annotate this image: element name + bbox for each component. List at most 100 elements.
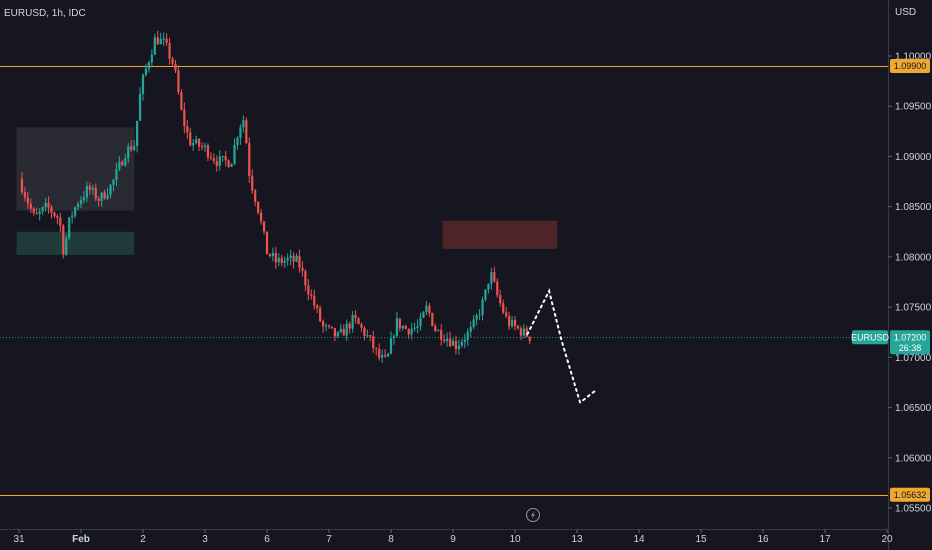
candle-body bbox=[354, 315, 357, 319]
projection-path bbox=[526, 288, 597, 405]
x-tick-label: 2 bbox=[140, 534, 146, 545]
y-tick-label: 1.05500 bbox=[895, 504, 932, 515]
candle bbox=[200, 142, 204, 151]
x-tick-label: 15 bbox=[695, 534, 707, 545]
candle-body bbox=[401, 326, 404, 329]
candle-body bbox=[336, 332, 339, 337]
candle bbox=[381, 349, 384, 363]
candle-body bbox=[183, 109, 186, 127]
candle bbox=[20, 172, 24, 195]
level-price-label: 1.05632 bbox=[894, 490, 927, 500]
candle-body bbox=[218, 156, 221, 166]
candle bbox=[262, 220, 266, 235]
candle bbox=[478, 308, 481, 321]
candle bbox=[277, 253, 280, 267]
candle-body bbox=[298, 255, 301, 268]
candle-body bbox=[410, 328, 413, 335]
candle bbox=[398, 318, 401, 332]
candle-body bbox=[381, 355, 384, 358]
supply-zone bbox=[442, 220, 558, 249]
candle bbox=[224, 150, 227, 167]
candle bbox=[490, 267, 493, 290]
x-tick-label: 9 bbox=[450, 534, 456, 545]
price-axis[interactable]: 1.10000 1.09500 1.09000 1.08500 1.08000 1.075… bbox=[888, 52, 932, 515]
candle-body bbox=[29, 203, 32, 209]
candle-body bbox=[103, 192, 106, 199]
candle bbox=[319, 305, 322, 323]
candle bbox=[283, 256, 286, 268]
level-price-tag bbox=[890, 487, 930, 502]
y-tick-label: 1.08500 bbox=[895, 202, 932, 213]
candle bbox=[528, 336, 531, 345]
candle bbox=[499, 289, 502, 307]
candle-body bbox=[20, 178, 24, 193]
candle-body bbox=[280, 257, 283, 263]
candle-body bbox=[23, 192, 27, 198]
candle-body bbox=[295, 255, 298, 262]
candle-body bbox=[425, 305, 428, 313]
candle-body bbox=[451, 340, 455, 346]
candle bbox=[82, 190, 86, 204]
candle bbox=[106, 188, 109, 201]
candle-body bbox=[135, 120, 139, 147]
candle bbox=[141, 73, 145, 101]
candle-body bbox=[26, 197, 29, 204]
candle bbox=[375, 347, 378, 356]
candle-body bbox=[398, 318, 401, 329]
candle bbox=[330, 326, 334, 329]
candle-body bbox=[32, 208, 35, 213]
candle-body bbox=[357, 318, 360, 325]
candle-body bbox=[333, 328, 337, 337]
candle-body bbox=[100, 192, 103, 201]
candle-body bbox=[118, 161, 121, 170]
candle bbox=[259, 208, 263, 225]
candle-body bbox=[124, 158, 127, 166]
candle-body bbox=[366, 335, 369, 337]
candle bbox=[26, 192, 29, 209]
range-zone bbox=[16, 127, 135, 211]
candle-body bbox=[144, 68, 148, 75]
candle-body bbox=[106, 195, 109, 199]
candle-body bbox=[472, 319, 475, 328]
candle bbox=[437, 329, 440, 332]
candle-body bbox=[76, 204, 80, 208]
candle bbox=[522, 323, 525, 339]
candle-body bbox=[162, 38, 165, 40]
candle-body bbox=[351, 315, 354, 329]
candle bbox=[103, 189, 106, 200]
time-axis[interactable]: 31 Feb 2 3 6 7 8 9 10 13 14 15 16 17 20 bbox=[13, 529, 893, 545]
candle-body bbox=[319, 308, 322, 322]
candle bbox=[23, 187, 27, 202]
candle-body bbox=[257, 201, 260, 213]
candle-body bbox=[268, 254, 272, 257]
candle bbox=[138, 87, 142, 121]
candle bbox=[510, 315, 514, 329]
candle-body bbox=[62, 225, 65, 255]
candle-body bbox=[82, 197, 86, 200]
candle bbox=[177, 65, 180, 95]
candle-body bbox=[413, 327, 416, 329]
x-tick-label: 31 bbox=[13, 534, 25, 545]
x-tick-label: 16 bbox=[757, 534, 769, 545]
lightning-icon[interactable] bbox=[526, 508, 540, 522]
candle-body bbox=[189, 132, 192, 146]
candle bbox=[280, 255, 283, 267]
candle-body bbox=[490, 272, 493, 284]
candle-body bbox=[248, 143, 251, 177]
x-tick-label: 20 bbox=[881, 534, 893, 545]
level-price-label: 1.09900 bbox=[894, 61, 927, 71]
candle bbox=[466, 328, 469, 346]
y-tick-label: 1.07000 bbox=[895, 353, 932, 364]
candle-body bbox=[522, 328, 525, 336]
candle bbox=[38, 208, 41, 221]
candle bbox=[481, 296, 484, 321]
candle bbox=[254, 188, 257, 207]
candle-body bbox=[443, 339, 446, 342]
candle bbox=[431, 312, 434, 327]
candle-body bbox=[127, 146, 130, 159]
candle-body bbox=[460, 341, 463, 346]
candle bbox=[159, 32, 162, 45]
candle-body bbox=[310, 294, 313, 296]
candle-body bbox=[440, 330, 443, 340]
